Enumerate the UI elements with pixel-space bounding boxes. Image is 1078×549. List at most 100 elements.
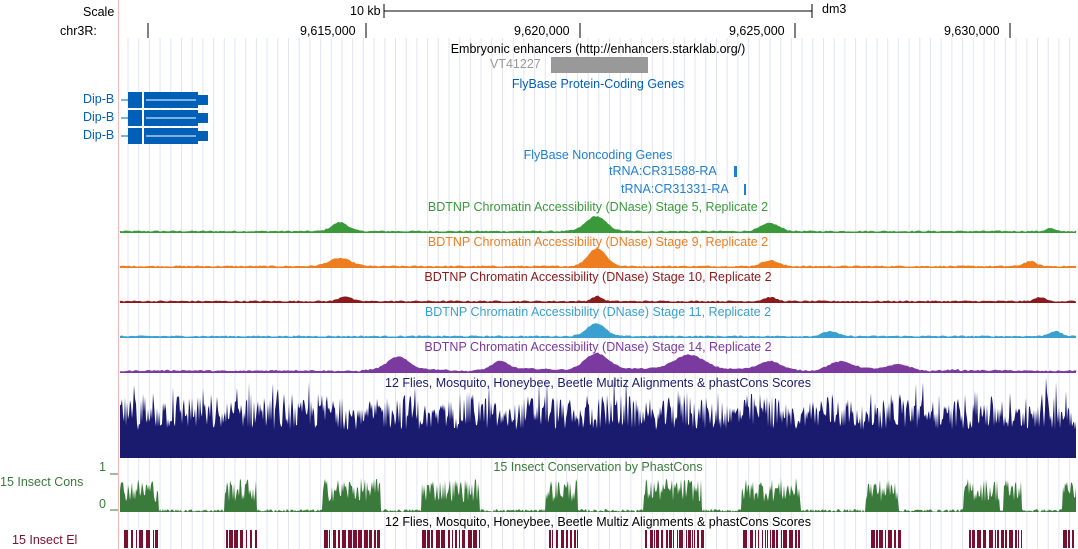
element-bar [686,530,687,548]
element-bar [762,530,763,548]
phastcons-title[interactable]: 15 Insect Conservation by PhastCons [493,460,703,474]
enhancers-track-title[interactable]: Embryonic enhancers (http://enhancers.st… [450,42,746,56]
element-bar [552,530,553,548]
gene-label-2[interactable]: Dip-B [83,110,115,124]
gene-utr [198,95,208,105]
dnase-signal-4 [119,352,1077,373]
element-bar [783,530,787,548]
gene-label-1[interactable]: Dip-B [83,92,115,106]
element-bar [570,530,572,548]
element-bar [324,530,328,548]
element-bar [246,530,247,548]
elements-side-label[interactable]: 15 Insect El [12,533,78,547]
dnase-signal-2 [119,295,1077,303]
scale-value: 10 kb [350,4,381,18]
element-bar [997,530,999,548]
element-bar [1018,530,1019,548]
element-bar [566,530,568,548]
element-bar [650,530,653,548]
element-bar [369,530,372,548]
element-bar [776,530,778,548]
tick-label-2: 9,620,000 [514,24,570,38]
element-bar [549,530,551,548]
element-bar [688,530,691,548]
element-bar [577,530,578,548]
element-bar [772,530,775,548]
element-bar [250,530,252,548]
trna-label-2[interactable]: tRNA:CR31331-RA [621,182,729,196]
element-bar [798,530,800,548]
element-bar [556,530,558,548]
element-bar [876,530,878,548]
phastcons-side-label[interactable]: 15 Insect Cons [0,475,84,489]
element-bar [767,530,768,548]
element-bar [983,530,986,548]
flybase-coding-title[interactable]: FlyBase Protein-Coding Genes [511,77,685,91]
dnase-stage11-title[interactable]: BDTNP Chromatin Accessibility (DNase) St… [424,305,772,319]
trna-feature-1 [734,166,737,177]
element-bar [758,530,759,548]
element-bar [972,530,975,548]
element-bar [694,530,695,548]
element-bar [146,530,150,548]
element-bar [427,530,430,548]
element-bar [1068,530,1070,548]
element-bar [255,530,257,548]
phastcons-signal [120,478,1076,512]
element-bar [743,530,747,548]
element-bar [364,530,368,548]
enhancer-item-label[interactable]: VT41227 [490,57,541,71]
element-bar [989,530,993,548]
enhancer-item-box [551,57,648,73]
element-bar [333,530,336,548]
trna-label-1[interactable]: tRNA:CR31588-RA [609,164,717,178]
flybase-noncoding-title[interactable]: FlyBase Noncoding Genes [523,148,673,162]
gene-exon [128,128,142,144]
element-bar [669,530,672,548]
multiz-signal [120,375,1076,458]
element-bar [358,530,362,548]
dnase-stage5-title[interactable]: BDTNP Chromatin Accessibility (DNase) St… [427,200,769,214]
element-bar [155,530,158,548]
element-bar [374,530,376,548]
dnase-signal-3 [119,323,1077,338]
phastcons-axis-min: 0 [99,497,106,511]
element-bar [338,530,340,548]
dnase-stage14-title[interactable]: BDTNP Chromatin Accessibility (DNase) St… [424,340,772,354]
element-bar [781,530,782,548]
element-bar [479,530,480,548]
chrom-label: chr3R: [60,24,97,38]
dnase-stage10-title[interactable]: BDTNP Chromatin Accessibility (DNase) St… [424,270,772,284]
element-bar [654,530,655,548]
gene-exon [128,92,142,108]
element-bar [750,530,753,548]
element-bar [701,530,704,548]
element-bar [1005,530,1007,548]
dnase-stage9-title[interactable]: BDTNP Chromatin Accessibility (DNase) St… [427,235,769,249]
gene-utr [198,113,208,123]
element-bar [448,530,450,548]
element-bar [1015,530,1017,548]
element-bar [871,530,875,548]
element-bar [666,530,668,548]
element-bar [574,530,576,548]
element-bar [1021,530,1022,548]
element-bar [1009,530,1013,548]
multiz-title[interactable]: 12 Flies, Mosquito, Honeybee, Beetle Mul… [385,376,811,390]
element-bar [229,530,233,548]
element-bar [885,530,886,548]
element-bar [789,530,793,548]
element-bar [462,530,465,548]
elements-title[interactable]: 12 Flies, Mosquito, Honeybee, Beetle Mul… [385,515,811,529]
element-bar [898,530,901,548]
gene-label-3[interactable]: Dip-B [83,128,115,142]
element-bar [329,530,330,548]
element-bar [234,530,238,548]
dnase-signal-0 [119,216,1077,233]
element-bar [136,530,137,548]
element-bar [468,530,472,548]
element-bar [661,530,663,548]
element-bar [1063,530,1067,548]
